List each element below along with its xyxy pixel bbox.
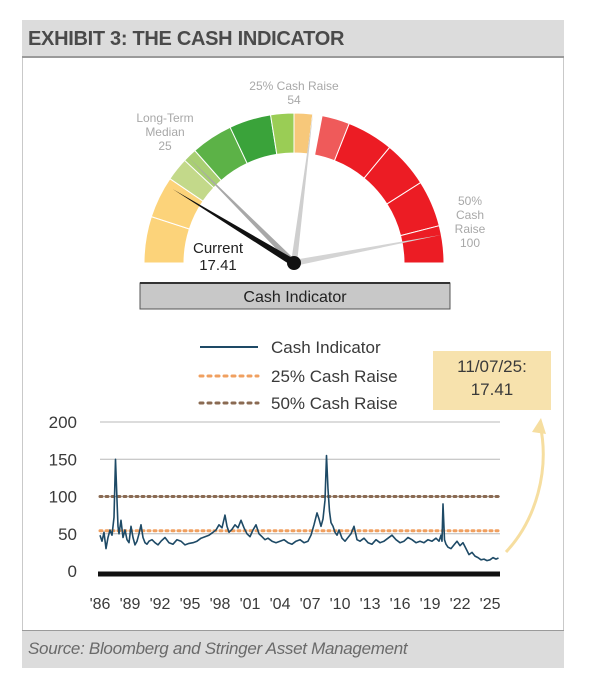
- y-tick-200: 200: [49, 413, 77, 432]
- gauge-needle-raise25: [291, 112, 314, 264]
- current-label: Current: [193, 240, 244, 257]
- x-tick-12: '22: [450, 596, 471, 613]
- raise50-label-line3: Raise: [455, 222, 486, 236]
- callout-arrow: [504, 423, 545, 554]
- x-tick-3: '95: [180, 596, 201, 613]
- legend-label-cash-indicator: Cash Indicator: [271, 338, 381, 357]
- x-tick-4: '98: [210, 596, 231, 613]
- x-tick-0: '86: [90, 596, 111, 613]
- x-tick-2: '92: [150, 596, 171, 613]
- gauge-needle-raise50: [293, 234, 442, 266]
- cash-indicator-chart: Cash Indicator 25% Cash Raise 50% Cash R…: [49, 338, 546, 613]
- source-note: Source: Bloomberg and Stringer Asset Man…: [28, 639, 408, 658]
- exhibit-title: EXHIBIT 3: THE CASH INDICATOR: [28, 28, 345, 50]
- raise50-label-line1: 50%: [458, 194, 482, 208]
- current-value: 17.41: [199, 257, 237, 274]
- raise25-label: 25% Cash Raise: [249, 79, 339, 93]
- gauge-band-13: [399, 225, 445, 264]
- raise25-value: 54: [287, 93, 301, 107]
- y-tick-0: 0: [68, 562, 77, 581]
- raise50-value: 100: [460, 236, 480, 250]
- y-tick-50: 50: [58, 525, 77, 544]
- x-tick-11: '19: [420, 596, 441, 613]
- y-tick-100: 100: [49, 488, 77, 507]
- legend-label-raise50: 50% Cash Raise: [271, 394, 398, 413]
- x-tick-9: '13: [360, 596, 381, 613]
- x-tick-6: '04: [270, 596, 291, 613]
- median-label-line1: Long-Term: [136, 111, 193, 125]
- raise50-label-line2: Cash: [456, 208, 484, 222]
- gauge-pivot: [287, 256, 301, 270]
- title-bar: EXHIBIT 3: THE CASH INDICATOR: [22, 20, 564, 58]
- callout-value: 17.41: [470, 380, 514, 399]
- y-tick-150: 150: [49, 450, 77, 469]
- x-tick-13: '25: [480, 596, 501, 613]
- footer-bar: Source: Bloomberg and Stringer Asset Man…: [22, 630, 564, 668]
- callout-date: 11/07/25:: [457, 357, 527, 376]
- gauge-needles: [172, 112, 442, 266]
- reference-lines: [98, 495, 502, 533]
- median-value: 25: [158, 139, 172, 153]
- cash-indicator-gauge: Long-Term Median 25 25% Cash Raise 54 50…: [136, 79, 486, 310]
- x-tick-1: '89: [120, 596, 141, 613]
- gauge-label: Cash Indicator: [243, 289, 347, 306]
- legend: Cash Indicator 25% Cash Raise 50% Cash R…: [198, 338, 398, 413]
- x-tick-8: '10: [330, 596, 351, 613]
- gauge-arc-bands: [143, 112, 445, 264]
- x-tick-10: '16: [390, 596, 411, 613]
- gauge-needle-current: [172, 189, 296, 266]
- y-axis-ticks: 0 50 100 150 200: [49, 413, 77, 581]
- gauge-needle-median: [187, 156, 297, 266]
- legend-label-raise25: 25% Cash Raise: [271, 367, 398, 386]
- x-tick-7: '07: [300, 596, 321, 613]
- series-line-cash-indicator: [99, 454, 499, 562]
- callout-arrowhead: [532, 418, 546, 434]
- x-tick-5: '01: [240, 596, 261, 613]
- median-label-line2: Median: [145, 125, 184, 139]
- x-axis-ticks: '86 '89 '92 '95 '98 '01 '04 '07 '10 '13 '16 '19 '22 '…: [90, 596, 501, 613]
- latest-value-callout: 11/07/25: 17.41: [433, 351, 551, 410]
